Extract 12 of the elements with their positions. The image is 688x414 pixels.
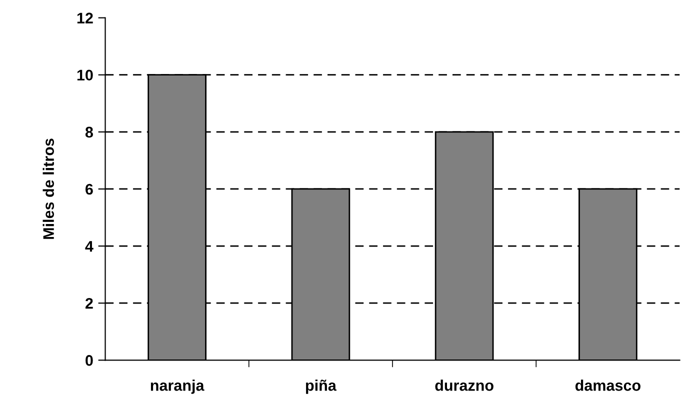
y-tick-label: 12 <box>77 12 93 24</box>
y-tick-label: 10 <box>77 70 93 81</box>
y-tick-label: 6 <box>86 184 93 195</box>
y-tick-label: 4 <box>85 241 94 252</box>
x-tick-label: durazno <box>435 380 494 391</box>
x-tick-label: naranja <box>150 380 204 394</box>
x-tick-label: piña <box>306 380 336 394</box>
y-tick-label: 2 <box>85 298 93 309</box>
x-tick-label: damasco <box>575 380 640 391</box>
y-tick-label: 8 <box>85 126 93 138</box>
y-axis-title: Miles de litros <box>42 138 54 239</box>
y-tick-label: 0 <box>86 355 93 366</box>
